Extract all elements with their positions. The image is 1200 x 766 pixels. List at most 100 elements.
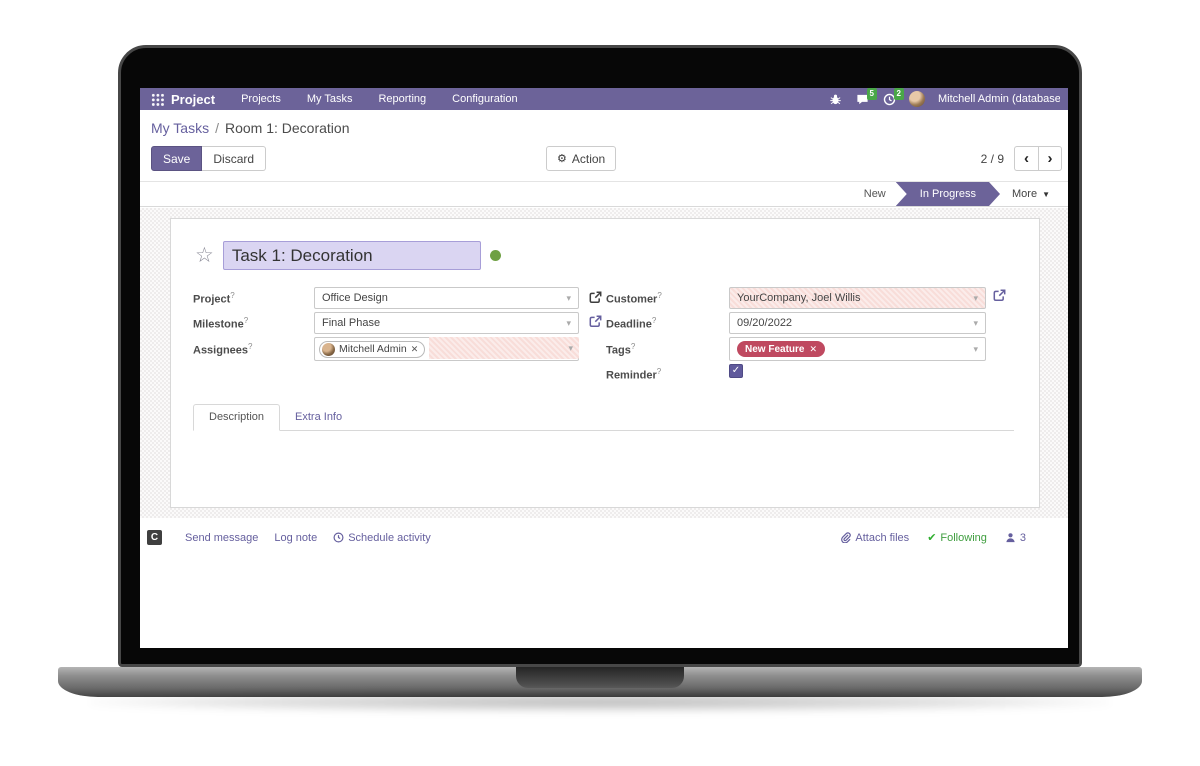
action-button-label: Action	[571, 151, 606, 166]
pager: 2 / 9 ‹ ›	[981, 146, 1062, 171]
tags-field[interactable]: New Feature ✕ ▾	[729, 337, 986, 361]
user-menu[interactable]: Mitchell Admin (database1	[938, 93, 1060, 105]
deadline-label: Deadline?	[606, 316, 657, 331]
chevron-right-icon: ›	[1047, 150, 1053, 167]
reminder-label: Reminder?	[606, 367, 662, 382]
breadcrumb: My Tasks / Room 1: Decoration	[151, 120, 350, 136]
main-menu: Projects My Tasks Reporting Configuratio…	[241, 93, 518, 105]
menu-item-my-tasks[interactable]: My Tasks	[306, 93, 353, 105]
assignees-label: Assignees?	[193, 342, 253, 357]
debug-bug-icon[interactable]	[828, 92, 842, 106]
statusbar: New In Progress More ▼	[140, 181, 1068, 207]
messages-icon[interactable]: 5	[855, 88, 877, 106]
assignee-tag[interactable]: Mitchell Admin ✕	[319, 340, 426, 358]
assignee-avatar	[322, 342, 335, 356]
menu-item-projects[interactable]: Projects	[241, 93, 281, 105]
stage-more-dropdown[interactable]: More ▼	[994, 182, 1064, 206]
pager-buttons: ‹ ›	[1014, 146, 1062, 171]
dropdown-caret-icon[interactable]: ▾	[973, 317, 978, 328]
tag-new-feature[interactable]: New Feature ✕	[737, 341, 826, 357]
top-navbar: Project Projects My Tasks Reporting Conf…	[140, 88, 1068, 110]
deadline-field[interactable]: 09/20/2022 ▾	[729, 312, 986, 334]
tags-help-icon: ?	[630, 342, 636, 351]
menu-item-configuration[interactable]: Configuration	[452, 93, 518, 105]
navbar-right: 5 2 Mitchell Admin (database1	[828, 88, 1060, 107]
stage-more-label: More	[1012, 188, 1038, 200]
assignees-field[interactable]: Mitchell Admin ✕ ▾	[314, 337, 579, 361]
discard-button[interactable]: Discard	[202, 146, 267, 171]
checkbox-check-icon: ✓	[731, 365, 741, 376]
tags-label: Tags?	[606, 342, 636, 357]
project-external-link-icon[interactable]	[589, 291, 603, 305]
paperclip-icon	[841, 532, 852, 543]
remove-assignee-icon[interactable]: ✕	[410, 343, 419, 354]
clock-icon	[333, 532, 344, 543]
milestone-external-link-icon[interactable]	[589, 315, 603, 329]
customer-value: YourCompany, Joel Willis	[737, 292, 861, 304]
pager-next-button[interactable]: ›	[1038, 146, 1062, 171]
send-message-button[interactable]: Send message	[185, 531, 259, 544]
pager-value: 2 / 9	[980, 151, 1004, 166]
activities-clock-icon[interactable]: 2	[882, 88, 904, 106]
schedule-activity-button[interactable]: Schedule activity	[333, 532, 431, 544]
laptop-screen-bezel: Project Projects My Tasks Reporting Conf…	[118, 45, 1082, 667]
pager-previous-button[interactable]: ‹	[1014, 146, 1038, 171]
title-row: ☆ Task 1: Decoration	[195, 241, 501, 270]
customer-help-icon: ?	[657, 291, 662, 300]
dropdown-caret-icon[interactable]: ▾	[973, 343, 978, 354]
menu-item-reporting[interactable]: Reporting	[378, 93, 427, 105]
apps-grid-icon[interactable]	[151, 92, 164, 106]
customer-field[interactable]: YourCompany, Joel Willis ▾	[729, 287, 986, 309]
breadcrumb-current: Room 1: Decoration	[224, 120, 350, 136]
chatter: C Send message Log note Schedule activit…	[140, 518, 1068, 648]
favorite-star-icon[interactable]: ☆	[195, 244, 214, 267]
company-logo: C	[147, 530, 162, 545]
save-button[interactable]: Save	[151, 146, 203, 171]
customer-label: Customer?	[606, 291, 662, 306]
deadline-help-icon: ?	[651, 316, 657, 325]
stage-new[interactable]: New	[863, 188, 886, 200]
form-sheet: ☆ Task 1: Decoration Project? Office Des…	[170, 218, 1040, 508]
milestone-field[interactable]: Final Phase ▾	[314, 312, 579, 334]
remove-tag-icon[interactable]: ✕	[809, 343, 818, 354]
followers-button[interactable]: 3	[1005, 532, 1026, 544]
project-help-icon: ?	[230, 291, 235, 300]
tab-description[interactable]: Description	[193, 404, 281, 431]
task-title-input[interactable]: Task 1: Decoration	[222, 241, 481, 270]
person-icon	[1006, 533, 1015, 543]
activities-badge: 2	[893, 88, 904, 100]
app-name[interactable]: Project	[171, 91, 216, 107]
check-icon: ✔	[927, 532, 937, 544]
messages-badge: 5	[866, 88, 877, 100]
laptop-shadow	[90, 692, 1110, 712]
project-field[interactable]: Office Design ▾	[314, 287, 579, 309]
tab-extra-info[interactable]: Extra Info	[295, 411, 343, 423]
chatter-right: Attach files ✔ Following 3	[840, 531, 1026, 544]
milestone-value: Final Phase	[322, 317, 381, 329]
milestone-help-icon: ?	[243, 316, 249, 325]
following-button[interactable]: ✔ Following	[927, 531, 987, 545]
breadcrumb-separator: /	[215, 120, 219, 136]
customer-external-link-icon[interactable]	[993, 289, 1007, 303]
kanban-state-dot[interactable]	[489, 250, 501, 261]
gear-icon: ⚙	[557, 153, 567, 165]
project-label: Project?	[193, 291, 235, 306]
caret-down-icon: ▼	[1042, 189, 1050, 199]
dropdown-caret-icon[interactable]: ▾	[568, 342, 573, 353]
project-value: Office Design	[322, 292, 388, 304]
action-button[interactable]: ⚙ Action	[546, 146, 617, 171]
attach-files-button[interactable]: Attach files	[840, 532, 909, 544]
breadcrumb-parent[interactable]: My Tasks	[151, 120, 210, 136]
user-avatar[interactable]	[909, 91, 925, 107]
tag-label: New Feature	[745, 343, 805, 355]
stage-in-progress[interactable]: In Progress	[896, 182, 1000, 206]
reminder-checkbox[interactable]: ✓	[729, 364, 743, 378]
deadline-value: 09/20/2022	[737, 317, 793, 329]
dropdown-caret-icon[interactable]: ▾	[566, 317, 571, 328]
assignees-input-area[interactable]: ▾	[429, 337, 579, 359]
dropdown-caret-icon[interactable]: ▾	[973, 292, 978, 303]
log-note-button[interactable]: Log note	[274, 531, 318, 544]
dropdown-caret-icon[interactable]: ▾	[566, 292, 571, 303]
reminder-help-icon: ?	[656, 367, 662, 376]
